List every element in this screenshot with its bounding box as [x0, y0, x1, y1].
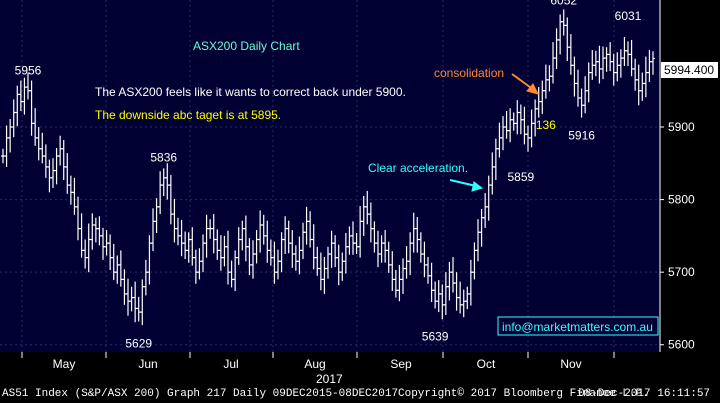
footer-index-info: AS51 Index (S&P/ASX 200) Graph 217 Daily… — [2, 388, 399, 400]
price-chart: 5600 5700 5800 5900 May Jun Jul Aug Sep Oct Nov 5… — [0, 0, 720, 386]
website-label: info@marketmatters.com.au — [502, 320, 653, 334]
price-bar — [651, 51, 655, 75]
month-label: Nov — [560, 357, 581, 371]
footer-copyright: Copyright© 2017 Bloomberg Finance L.P. — [398, 388, 649, 400]
y-axis: 5600 5700 5800 5900 — [659, 0, 695, 352]
consolidation-arrow — [511, 73, 539, 95]
acceleration-annotation: Clear acceleration. — [368, 161, 468, 175]
y-tick-label: 5700 — [668, 265, 695, 279]
grid-layer — [0, 0, 658, 352]
year-label: 2017 — [316, 372, 343, 385]
last-price-label: 5994.400 — [664, 63, 714, 77]
target-annotation: The downside abc taget is at 5895. — [95, 108, 281, 122]
chart-title: ASX200 Daily Chart — [193, 39, 300, 53]
price-label: 5639 — [422, 329, 449, 343]
price-label: 5916 — [568, 128, 595, 142]
consolidation-annotation: consolidation — [434, 66, 504, 80]
price-label: 6031 — [615, 9, 642, 23]
y-tick-label: 5600 — [668, 338, 695, 352]
price-label: 5859 — [508, 170, 535, 184]
footer-bar: AS51 Index (S&P/ASX 200) Graph 217 Daily… — [0, 385, 720, 403]
headline-annotation: The ASX200 feels like it wants to correc… — [95, 85, 406, 99]
price-labels: 5956 5836 5629 5639 5859 136 6052 5916 6031 — [15, 0, 642, 351]
price-label: 136 — [536, 118, 556, 132]
y-tick-label: 5800 — [668, 193, 695, 207]
month-label: Sep — [390, 357, 412, 371]
price-label: 5629 — [125, 337, 152, 351]
y-tick-label: 5900 — [668, 120, 695, 134]
candles-layer — [1, 9, 655, 326]
price-label: 5836 — [150, 150, 177, 164]
month-label: May — [53, 357, 76, 371]
footer-timestamp: 08-Dec-2017 16:11:57 — [578, 388, 711, 400]
website-box — [497, 316, 659, 336]
month-label: Jul — [223, 357, 238, 371]
month-label: Jun — [138, 357, 157, 371]
month-axis-background — [0, 352, 660, 385]
last-price-box — [661, 62, 718, 78]
x-axis: May Jun Jul Aug Sep Oct Nov — [21, 352, 615, 371]
price-label: 5956 — [15, 63, 42, 77]
acceleration-arrow — [449, 179, 484, 192]
price-label: 6052 — [550, 0, 577, 8]
plot-background — [0, 0, 660, 352]
month-label: Oct — [477, 357, 496, 371]
month-label: Aug — [304, 357, 325, 371]
